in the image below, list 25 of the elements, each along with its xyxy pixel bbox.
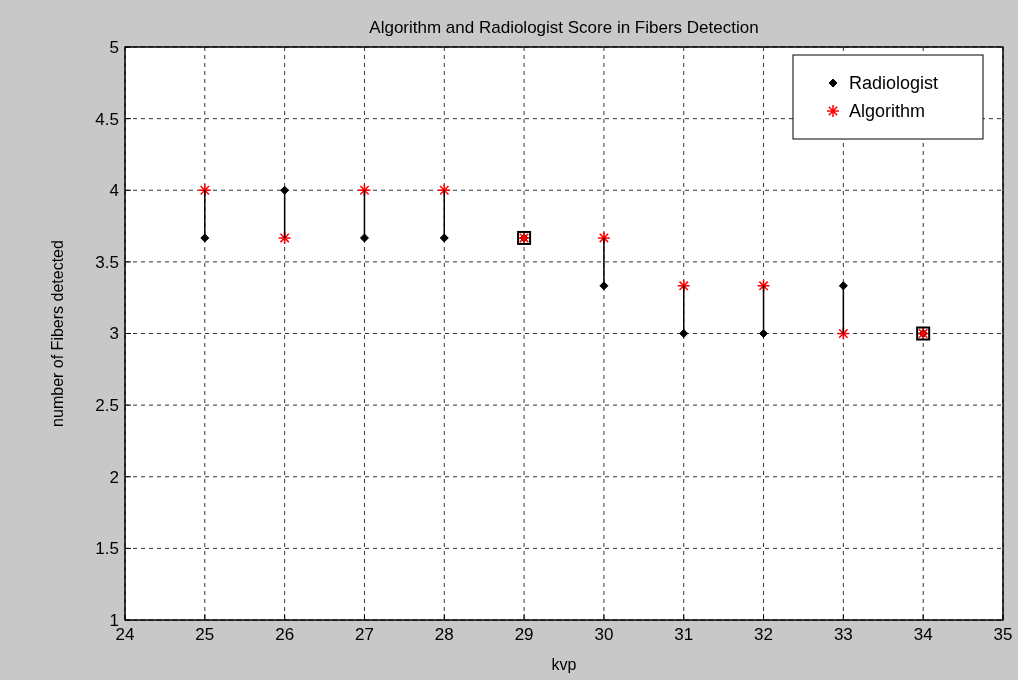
legend-label: Algorithm (849, 101, 926, 122)
x-tick-label: 35 (993, 625, 1013, 644)
x-tick-label: 26 (275, 625, 295, 644)
y-tick-label: 5 (109, 37, 119, 57)
y-tick-label: 2.5 (95, 396, 119, 416)
x-tick-label: 32 (754, 625, 774, 644)
y-axis-title: number of Fibers detected (49, 240, 66, 427)
x-tick-label: 31 (674, 625, 694, 644)
y-tick-label: 2 (109, 467, 119, 487)
legend-label: Radiologist (849, 73, 939, 94)
x-tick-label: 25 (195, 625, 215, 644)
y-tick-label: 4 (109, 181, 119, 201)
x-tick-label: 30 (594, 625, 614, 644)
x-tick-label: 34 (913, 625, 933, 644)
x-tick-label: 33 (833, 625, 853, 644)
x-tick-label: 27 (354, 625, 374, 644)
y-tick-label: 1.5 (95, 539, 119, 559)
y-tick-label: 4.5 (95, 109, 119, 129)
x-tick-label: 28 (434, 625, 454, 644)
y-tick-label: 3.5 (95, 252, 119, 272)
y-tick-label: 3 (109, 324, 119, 344)
x-tick-label: 29 (514, 625, 534, 644)
x-axis-title: kvp (551, 656, 577, 673)
x-tick-label: 24 (115, 625, 135, 644)
chart-title: Algorithm and Radiologist Score in Fibers Detection (369, 18, 759, 37)
